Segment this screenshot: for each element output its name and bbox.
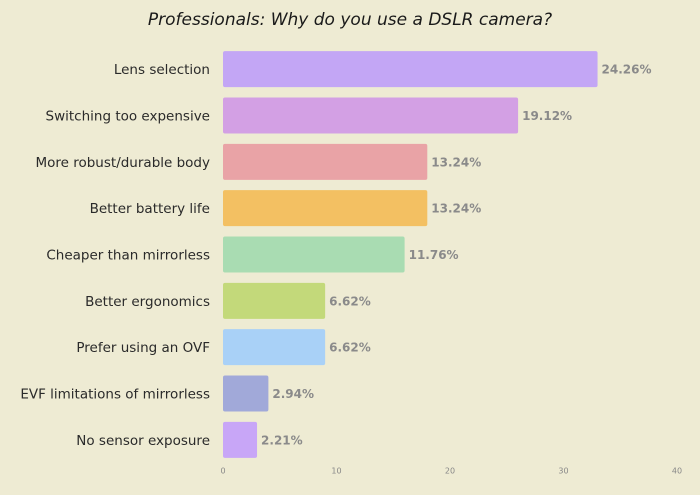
- bar: [223, 236, 405, 273]
- y-tick-label: Better ergonomics: [85, 294, 210, 310]
- y-tick-label: Switching too expensive: [46, 109, 210, 125]
- y-tick-label: Better battery life: [90, 201, 210, 217]
- value-label: 6.62%: [329, 294, 371, 308]
- y-tick-label: EVF limitations of mirrorless: [20, 387, 210, 403]
- bar: [223, 190, 428, 227]
- value-label: 13.24%: [431, 202, 481, 216]
- x-tick-label: 30: [558, 467, 568, 476]
- bar: [223, 143, 428, 180]
- value-label: 11.76%: [409, 248, 459, 262]
- x-tick-label: 20: [445, 467, 455, 476]
- bar: [223, 421, 258, 458]
- value-label: 19.12%: [522, 109, 572, 123]
- chart-title: Professionals: Why do you use a DSLR cam…: [148, 10, 552, 30]
- y-tick-label: Prefer using an OVF: [76, 340, 210, 356]
- y-tick-label: More robust/durable body: [35, 155, 210, 171]
- value-label: 2.21%: [261, 433, 303, 447]
- x-tick-label: 40: [672, 467, 682, 476]
- bar: [223, 51, 598, 88]
- bar: [223, 329, 326, 366]
- x-tick-label: 0: [220, 467, 225, 476]
- bar: [223, 282, 326, 319]
- value-label: 2.94%: [272, 387, 314, 401]
- y-tick-label: Lens selection: [114, 62, 210, 78]
- value-label: 6.62%: [329, 341, 371, 355]
- value-label: 24.26%: [602, 63, 652, 77]
- bar: [223, 97, 519, 134]
- bar: [223, 375, 269, 412]
- value-label: 13.24%: [431, 155, 481, 169]
- y-tick-label: No sensor exposure: [76, 433, 210, 449]
- x-tick-label: 10: [331, 467, 341, 476]
- y-tick-label: Cheaper than mirrorless: [46, 248, 210, 264]
